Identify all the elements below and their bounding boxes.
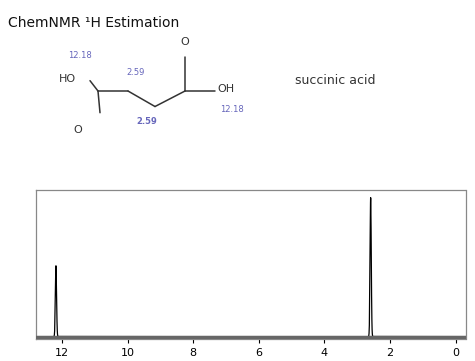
Text: 2.59: 2.59 — [127, 68, 145, 77]
Text: HO: HO — [59, 74, 76, 84]
Text: OH: OH — [217, 84, 234, 94]
Text: 12.18: 12.18 — [68, 51, 92, 60]
Text: O: O — [74, 125, 82, 135]
Text: 2.59: 2.59 — [137, 117, 157, 126]
Text: ChemNMR ¹H Estimation: ChemNMR ¹H Estimation — [8, 16, 179, 30]
Text: O: O — [180, 36, 190, 47]
Text: succinic acid: succinic acid — [295, 74, 376, 87]
Text: 12.18: 12.18 — [220, 105, 244, 114]
